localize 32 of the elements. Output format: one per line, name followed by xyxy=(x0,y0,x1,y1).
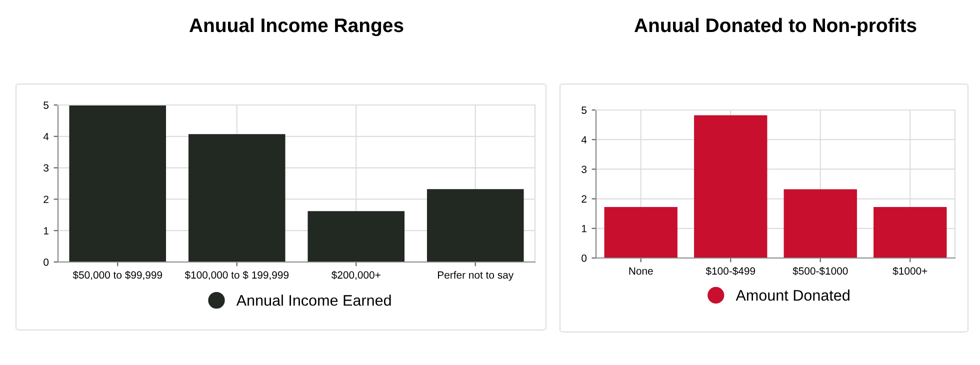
x-tick-label: None xyxy=(629,267,653,275)
y-tick-label: 0 xyxy=(44,258,49,266)
y-tick-label: 4 xyxy=(581,136,587,144)
legend-label: Amount Donated xyxy=(736,290,850,301)
x-tick-label: Perfer not to say xyxy=(438,271,514,281)
x-tick-label: $50,000 to $99,999 xyxy=(72,270,162,280)
bar xyxy=(874,206,947,258)
bar xyxy=(784,189,857,258)
bar xyxy=(188,134,286,262)
bar xyxy=(69,105,166,262)
bar xyxy=(426,189,524,262)
y-tick-label: 5 xyxy=(582,106,587,114)
y-tick-label: 2 xyxy=(44,196,48,203)
x-tick-label: $100,000 to $ 199,999 xyxy=(184,270,289,280)
x-tick-label: $200,000+ xyxy=(331,270,380,280)
x-tick-label: $500-$1000 xyxy=(792,266,848,276)
y-tick-label: 0 xyxy=(582,254,587,262)
y-tick-label: 4 xyxy=(43,133,49,140)
chart-title: Anuual Donated to Non-profits xyxy=(634,18,916,36)
y-tick-label: 2 xyxy=(582,195,586,203)
legend-label: Annual Income Earned xyxy=(236,294,391,306)
y-tick-label: 3 xyxy=(582,166,587,174)
y-tick-label: 3 xyxy=(44,164,49,172)
bar xyxy=(308,211,405,262)
chart-title: Anuual Income Ranges xyxy=(189,18,404,36)
bar xyxy=(694,115,768,258)
x-tick-label: $100-$499 xyxy=(706,266,756,276)
x-tick-label: $1000+ xyxy=(892,266,928,276)
y-tick-label: 1 xyxy=(582,225,586,232)
y-tick-label: 1 xyxy=(44,227,48,234)
y-tick-label: 5 xyxy=(44,102,49,109)
bar xyxy=(604,206,678,258)
